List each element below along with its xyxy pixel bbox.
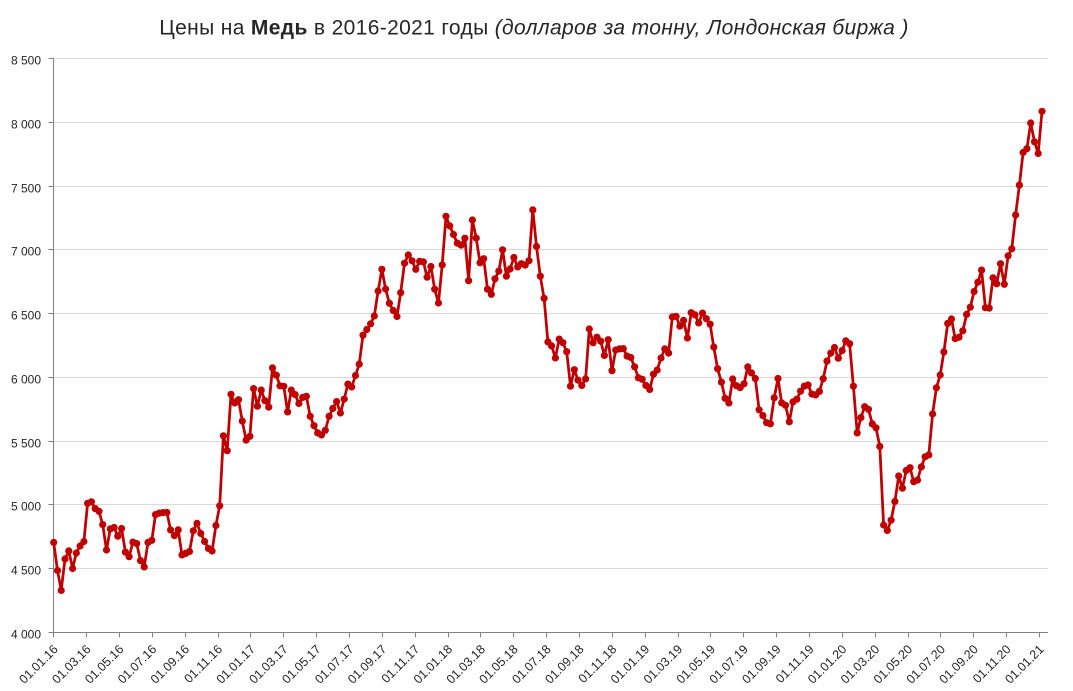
svg-text:8 000: 8 000 [11,117,41,131]
svg-text:Цены на Медь в 2016-2021 годы: Цены на Медь в 2016-2021 годы (долларов … [159,16,908,39]
svg-text:4 000: 4 000 [11,627,41,641]
svg-text:6 500: 6 500 [11,308,41,322]
svg-text:7 000: 7 000 [11,244,41,258]
svg-text:5 500: 5 500 [11,436,41,450]
svg-text:8 500: 8 500 [11,53,41,67]
svg-text:7 500: 7 500 [11,181,41,195]
svg-text:6 000: 6 000 [11,372,41,386]
svg-text:5 000: 5 000 [11,499,41,513]
svg-text:4 500: 4 500 [11,563,41,577]
